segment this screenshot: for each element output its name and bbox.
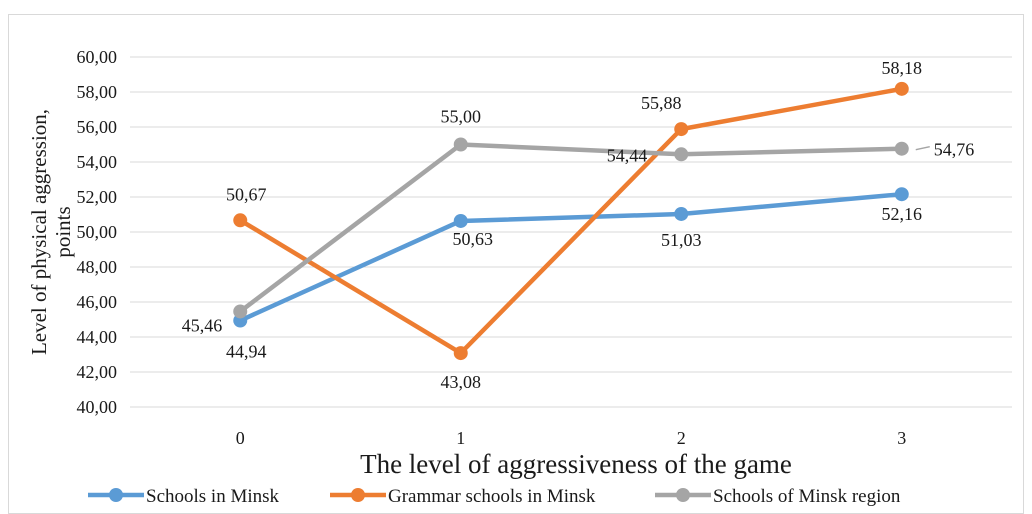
series-0-point <box>894 187 909 202</box>
series-line-2 <box>238 142 904 314</box>
x-tick-label: 0 <box>236 428 245 448</box>
y-tick-label: 54,00 <box>77 152 118 172</box>
series-0-point <box>453 213 468 228</box>
legend-swatch-marker <box>109 488 123 502</box>
legend: Schools in Minsk Grammar schools in Minsk… <box>88 486 901 507</box>
series-2-point <box>453 137 468 152</box>
data-label: 55,88 <box>641 93 682 113</box>
legend-label: Schools in Minsk <box>146 486 280 507</box>
x-tick-label: 3 <box>897 428 906 448</box>
data-label: 50,63 <box>453 229 494 249</box>
label-leader-line <box>915 145 930 151</box>
data-label: 45,46 <box>182 315 223 335</box>
legend-label: Grammar schools in Minsk <box>388 486 596 507</box>
legend-swatch-marker <box>676 488 690 502</box>
series-2-point <box>894 141 909 156</box>
data-label: 55,00 <box>441 107 482 127</box>
legend-swatch-marker <box>351 488 365 502</box>
series-2-point <box>674 147 689 162</box>
series-1-point <box>453 346 468 361</box>
data-label: 54,76 <box>934 140 975 160</box>
series-group <box>233 81 909 361</box>
y-tick-label: 46,00 <box>77 292 118 312</box>
data-label: 50,67 <box>226 184 267 204</box>
x-tick-label: 2 <box>677 428 686 448</box>
y-tick-label: 40,00 <box>77 397 118 417</box>
x-axis-label: The level of aggressiveness of the game <box>360 449 792 479</box>
x-axis-ticks: 0 1 2 3 <box>236 428 907 448</box>
series-0-point <box>674 206 689 221</box>
data-label: 54,44 <box>607 145 648 165</box>
data-label: 44,94 <box>226 342 267 362</box>
y-tick-label: 56,00 <box>77 117 118 137</box>
x-tick-label: 1 <box>456 428 465 448</box>
y-tick-label: 50,00 <box>77 222 118 242</box>
series-1-point <box>894 81 909 96</box>
series-line-1 <box>238 86 904 356</box>
y-tick-label: 58,00 <box>77 82 118 102</box>
y-axis-label-line2: points <box>51 206 75 257</box>
data-label: 58,18 <box>882 58 923 78</box>
data-label: 52,16 <box>882 204 923 224</box>
series-2-point <box>233 304 248 319</box>
y-tick-label: 60,00 <box>77 47 118 67</box>
series-line-0 <box>238 191 904 323</box>
data-label: 43,08 <box>441 372 482 392</box>
y-tick-label: 44,00 <box>77 327 118 347</box>
legend-label: Schools of Minsk region <box>713 486 901 507</box>
y-axis-ticks: 40,00 42,00 44,00 46,00 48,00 50,00 52,00 54,00… <box>77 47 118 417</box>
data-labels: 44,94 50,63 51,03 52,16 50,67 43,08 55,88 58,18… <box>182 58 975 392</box>
series-1-point <box>233 213 248 228</box>
data-label: 51,03 <box>661 230 702 250</box>
series-1-point <box>674 122 689 137</box>
y-axis-label-line1: Level of physical aggression, <box>27 109 51 355</box>
y-tick-label: 52,00 <box>77 187 118 207</box>
y-tick-label: 48,00 <box>77 257 118 277</box>
y-tick-label: 42,00 <box>77 362 118 382</box>
